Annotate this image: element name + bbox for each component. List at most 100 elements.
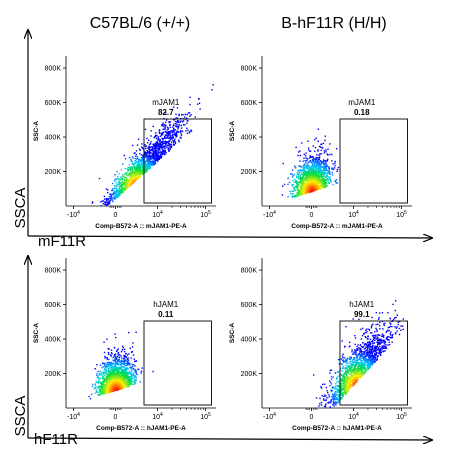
event-dot bbox=[162, 128, 164, 130]
event-dot bbox=[111, 182, 114, 185]
event-dot bbox=[167, 132, 169, 134]
event-dot bbox=[139, 152, 141, 155]
event-dot bbox=[130, 182, 132, 184]
event-dot bbox=[315, 163, 318, 165]
event-dot bbox=[154, 149, 156, 151]
event-dot bbox=[332, 376, 334, 378]
event-dot bbox=[141, 159, 143, 162]
event-dot bbox=[325, 186, 327, 188]
event-dot bbox=[309, 171, 311, 174]
event-dot bbox=[102, 203, 104, 205]
event-dot bbox=[154, 150, 157, 152]
event-dot bbox=[167, 134, 170, 136]
event-dot bbox=[101, 383, 104, 385]
event-dot bbox=[112, 372, 115, 374]
event-dot bbox=[101, 366, 103, 369]
event-dot bbox=[107, 381, 110, 383]
event-dot bbox=[327, 148, 329, 150]
event-dot bbox=[301, 193, 303, 196]
event-dot bbox=[397, 321, 399, 323]
event-dot bbox=[162, 122, 164, 124]
event-dot bbox=[321, 166, 324, 168]
event-dot bbox=[317, 161, 319, 163]
event-dot bbox=[382, 336, 385, 338]
event-dot bbox=[299, 150, 301, 152]
event-dot bbox=[157, 137, 160, 139]
event-dot bbox=[98, 374, 100, 376]
event-dot bbox=[376, 330, 378, 333]
event-dot bbox=[163, 123, 165, 126]
event-dot bbox=[363, 356, 365, 358]
event-dot bbox=[117, 370, 120, 372]
event-dot bbox=[312, 180, 315, 183]
event-dot bbox=[324, 160, 326, 162]
event-dot bbox=[332, 397, 334, 400]
event-dot bbox=[136, 373, 138, 375]
event-dot bbox=[103, 201, 106, 203]
event-dot bbox=[370, 350, 372, 352]
event-dot bbox=[163, 146, 165, 148]
event-dot bbox=[148, 167, 150, 169]
event-dot bbox=[180, 130, 182, 132]
event-dot bbox=[168, 140, 170, 143]
event-dot bbox=[325, 169, 328, 172]
event-dot bbox=[132, 367, 134, 369]
event-dot bbox=[330, 383, 333, 385]
event-dot bbox=[142, 165, 144, 168]
event-dot bbox=[159, 146, 161, 149]
event-dot bbox=[318, 172, 321, 174]
event-dot bbox=[144, 169, 147, 172]
event-dot bbox=[163, 151, 165, 153]
event-dot bbox=[158, 143, 160, 146]
event-dot bbox=[310, 165, 313, 167]
event-dot bbox=[166, 141, 168, 143]
event-dot bbox=[377, 323, 379, 325]
event-dot bbox=[116, 389, 118, 392]
event-dot bbox=[110, 349, 113, 351]
event-dot bbox=[117, 360, 120, 362]
event-dot bbox=[166, 144, 169, 147]
event-dot bbox=[178, 113, 180, 116]
event-dot bbox=[148, 145, 150, 147]
event-dot bbox=[165, 152, 167, 154]
event-dot bbox=[302, 182, 304, 184]
event-dot bbox=[129, 173, 131, 175]
event-dot bbox=[379, 350, 381, 353]
event-dot bbox=[102, 375, 104, 378]
event-dot bbox=[132, 157, 135, 159]
event-dot bbox=[107, 371, 110, 373]
event-dot bbox=[106, 392, 109, 394]
event-dot bbox=[162, 152, 164, 155]
event-dot bbox=[164, 127, 166, 129]
event-dot bbox=[367, 353, 369, 355]
event-dot bbox=[305, 162, 307, 164]
event-dot bbox=[357, 353, 359, 355]
event-dot bbox=[297, 184, 300, 186]
event-dot bbox=[359, 358, 362, 360]
event-dot bbox=[358, 353, 361, 356]
event-dot bbox=[318, 174, 320, 177]
event-dot bbox=[132, 172, 135, 174]
event-dot bbox=[109, 385, 112, 387]
event-dot bbox=[157, 154, 159, 156]
event-dot bbox=[162, 132, 164, 134]
event-dot bbox=[307, 164, 309, 167]
event-dot bbox=[135, 150, 138, 152]
event-dot bbox=[108, 390, 110, 393]
event-dot bbox=[121, 179, 124, 181]
event-dot bbox=[102, 377, 104, 380]
event-dot bbox=[126, 380, 129, 383]
event-dot bbox=[178, 120, 180, 122]
event-dot bbox=[154, 154, 156, 156]
event-dot bbox=[322, 186, 324, 189]
event-dot bbox=[292, 195, 294, 197]
event-dot bbox=[112, 390, 114, 392]
event-dot bbox=[178, 141, 180, 143]
event-dot bbox=[367, 337, 369, 340]
event-dot bbox=[162, 137, 165, 140]
event-dot bbox=[104, 368, 106, 370]
event-dot bbox=[118, 367, 120, 370]
event-dot bbox=[359, 349, 361, 351]
event-dot bbox=[131, 365, 134, 368]
event-dot bbox=[144, 128, 147, 131]
